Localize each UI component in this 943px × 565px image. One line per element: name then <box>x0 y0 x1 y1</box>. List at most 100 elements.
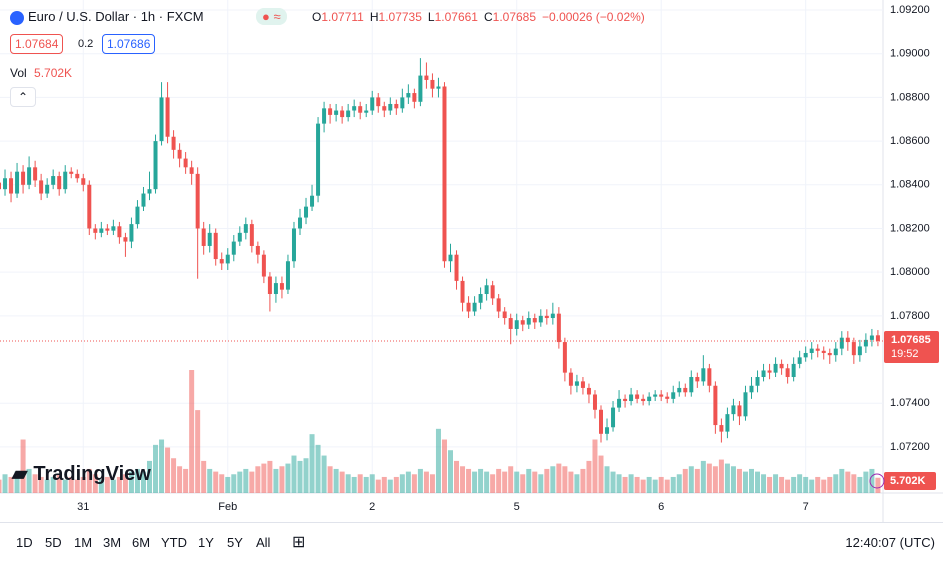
volume-bar <box>706 463 712 493</box>
ohlc-value: 1.07661 <box>434 10 478 24</box>
candle-body <box>508 318 513 329</box>
bid[interactable]: 1.07684 <box>10 34 64 54</box>
candle-body <box>261 254 266 277</box>
candle-body <box>3 178 8 190</box>
volume-bar <box>466 468 472 493</box>
compare-icon[interactable]: ⊞ <box>292 534 306 551</box>
volume-bar <box>273 468 279 493</box>
volume-bar <box>845 471 851 493</box>
candle-body <box>502 311 507 319</box>
candle-body <box>743 392 748 417</box>
volume-bar <box>0 479 2 493</box>
candle-body <box>189 167 194 174</box>
volume-legend: Vol 5.702K <box>10 66 72 80</box>
candle-body <box>99 228 104 233</box>
range-button[interactable]: 3M <box>103 535 122 550</box>
y-tick-label: 1.07200 <box>890 441 930 453</box>
volume-bar <box>177 466 183 493</box>
volume-bar <box>38 476 44 493</box>
candle-body <box>574 381 579 386</box>
y-tick-label: 1.09200 <box>890 4 930 16</box>
last-price-box <box>884 330 939 363</box>
volume-bar <box>550 466 556 493</box>
volume-bar <box>664 479 670 493</box>
candle-body <box>352 106 357 111</box>
candle-body <box>737 405 742 417</box>
title-text: Euro / U.S. Dollar · 1h · FXCM <box>28 9 204 24</box>
volume-bar <box>580 468 586 493</box>
candle-body <box>129 224 134 242</box>
x-tick-label: Feb <box>218 501 237 513</box>
volume-bar <box>423 471 429 493</box>
market-status[interactable]: ● ≈ <box>256 8 287 25</box>
candle-body <box>394 103 399 109</box>
volume-legend-label: Vol <box>10 66 27 80</box>
volume-bar <box>435 428 441 493</box>
volume-bar <box>562 466 568 493</box>
volume-bar <box>134 468 140 493</box>
candle-body <box>791 363 796 378</box>
volume-bar <box>755 471 761 493</box>
collapse-button[interactable]: ⌃ <box>10 87 36 107</box>
volume-bar <box>140 471 146 493</box>
candle-body <box>785 368 790 378</box>
y-tick-label: 1.08400 <box>890 179 930 191</box>
candle-body <box>316 123 321 196</box>
candle-body <box>514 320 519 329</box>
range-button[interactable]: 1Y <box>198 535 214 550</box>
volume-bar <box>869 468 875 493</box>
range-button[interactable]: All <box>256 535 271 550</box>
volume-bar <box>104 476 110 493</box>
volume-bar <box>44 479 50 493</box>
volume-bar <box>363 476 369 493</box>
range-button[interactable]: 5D <box>45 535 62 550</box>
volume-bar <box>670 476 676 493</box>
volume-bar <box>508 466 514 493</box>
ohlc-value: 1.07735 <box>378 10 422 24</box>
candle-body <box>701 368 706 382</box>
volume-bar <box>375 479 381 493</box>
ohlc-key: H <box>369 10 379 24</box>
candle-body <box>526 318 531 325</box>
candle-body <box>635 394 640 399</box>
candle-body <box>430 79 435 89</box>
range-button[interactable]: 6M <box>132 535 151 550</box>
spread: 0.2 <box>78 38 94 50</box>
range-button[interactable]: 1D <box>16 535 33 550</box>
volume-bar <box>694 468 700 493</box>
candle-body <box>382 106 387 111</box>
candle-body <box>677 387 682 393</box>
volume-bar <box>86 468 92 493</box>
ask[interactable]: 1.07686 <box>102 34 156 54</box>
candle-body <box>767 370 772 373</box>
candle-body <box>285 261 290 290</box>
range-button[interactable]: YTD <box>161 535 187 550</box>
range-button[interactable]: 1M <box>74 535 93 550</box>
volume-bar <box>195 410 201 493</box>
candle-body <box>761 370 766 378</box>
x-tick-label: 5 <box>514 501 520 513</box>
volume-bar <box>556 463 562 493</box>
volume-bar <box>773 474 779 493</box>
candle-body <box>803 352 808 358</box>
candle-body <box>117 226 122 238</box>
volume-bar <box>592 439 598 493</box>
symbol-title[interactable]: Euro / U.S. Dollar · 1h · FXCM <box>10 9 204 25</box>
volume-bar <box>484 471 490 493</box>
candle-body <box>815 348 820 351</box>
volume-bar <box>604 466 610 493</box>
candle-body <box>51 176 56 185</box>
volume-bar <box>14 471 20 493</box>
candle-body <box>460 280 465 303</box>
range-button[interactable]: 5Y <box>227 535 243 550</box>
volume-bar <box>736 468 742 493</box>
volume-bar <box>321 455 327 493</box>
countdown: 19:52 <box>891 348 919 360</box>
volume-bar <box>183 468 189 493</box>
candle-body <box>376 97 381 107</box>
volume-bar <box>327 466 333 493</box>
candle-body <box>153 141 158 190</box>
volume-bar <box>98 479 104 493</box>
candle-body <box>532 318 537 323</box>
volume-bar <box>598 455 604 493</box>
